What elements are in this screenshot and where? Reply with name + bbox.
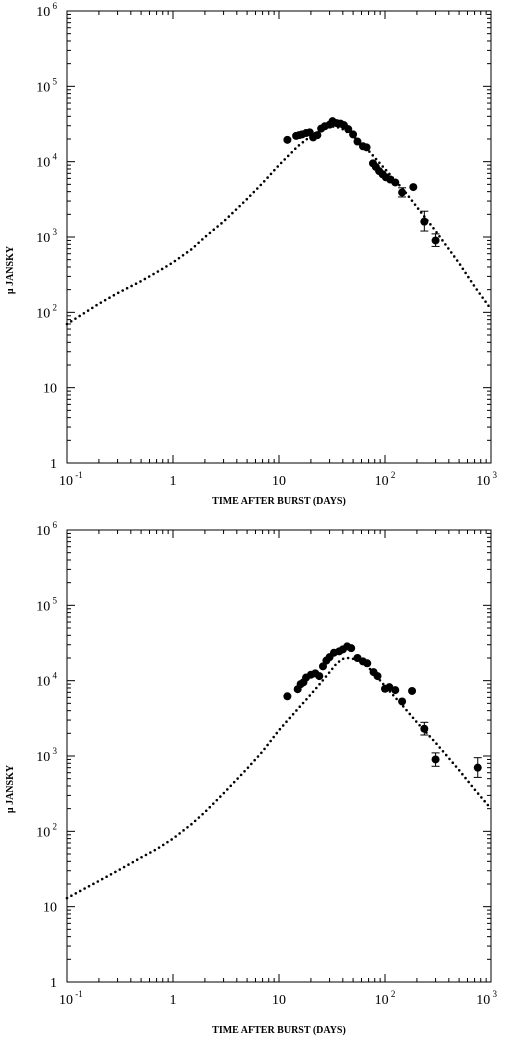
y-tick-label: 10 — [43, 901, 57, 916]
observations — [283, 117, 440, 247]
x-tick-label: 1 — [170, 993, 177, 1008]
y-tick-label: 10 3 — [36, 227, 57, 246]
y-tick-label: 10 3 — [36, 746, 57, 765]
y-tick-label: 10 2 — [36, 302, 57, 321]
model-line — [65, 656, 493, 900]
data-point — [391, 686, 400, 695]
data-point — [431, 755, 440, 764]
data-point — [283, 692, 292, 701]
y-tick-label: 1 — [50, 976, 57, 991]
data-point — [409, 183, 418, 192]
data-point — [353, 137, 362, 146]
x-tick-label: 1 — [170, 474, 177, 489]
axis-ticks — [66, 530, 491, 983]
data-point — [347, 644, 356, 653]
y-tick-label: 1 — [50, 457, 57, 472]
data-point — [398, 697, 407, 706]
y-tick-label: 10 5 — [36, 76, 57, 95]
x-tick-label: 10 3 — [476, 989, 497, 1008]
x-tick-label: 10 2 — [375, 470, 396, 489]
x-axis-label: TIME AFTER BURST (DAYS) — [212, 1025, 346, 1036]
data-point — [408, 686, 417, 695]
plot-frame — [66, 10, 492, 464]
y-axis-label: μ JANSKY — [5, 764, 16, 813]
y-tick-label: 10 5 — [36, 595, 57, 614]
model-line — [65, 124, 493, 326]
data-point — [420, 724, 429, 733]
x-tick-label: 10 -1 — [59, 470, 83, 489]
y-tick-label: 10 4 — [36, 671, 57, 690]
data-point — [318, 662, 327, 671]
plot-frame — [66, 529, 492, 983]
data-point — [391, 178, 400, 187]
data-point — [313, 131, 322, 140]
data-point — [373, 672, 382, 681]
y-tick-label: 10 — [43, 382, 57, 397]
y-tick-label: 10 6 — [36, 1, 57, 20]
x-tick-label: 10 2 — [375, 989, 396, 1008]
model-curve — [65, 656, 493, 900]
x-tick-label: 10 3 — [476, 470, 497, 489]
data-point — [398, 188, 407, 197]
x-tick-label: 10 — [272, 993, 286, 1008]
x-tick-label: 10 -1 — [59, 989, 83, 1008]
model-curve — [65, 124, 493, 326]
data-point — [283, 135, 292, 144]
observations — [283, 642, 482, 778]
x-axis-label: TIME AFTER BURST (DAYS) — [212, 496, 346, 507]
data-point — [344, 125, 353, 134]
data-point — [431, 236, 440, 245]
y-tick-label: 10 2 — [36, 821, 57, 840]
y-tick-label: 10 6 — [36, 520, 57, 539]
data-point — [363, 659, 372, 668]
data-point — [420, 217, 429, 226]
data-point — [473, 763, 482, 772]
x-tick-label: 10 — [272, 474, 286, 489]
axis-ticks — [66, 11, 491, 464]
data-point — [362, 143, 371, 152]
data-point — [315, 672, 324, 681]
data-point — [349, 130, 358, 139]
y-tick-label: 10 4 — [36, 152, 57, 171]
y-axis-label: μ JANSKY — [5, 245, 16, 294]
